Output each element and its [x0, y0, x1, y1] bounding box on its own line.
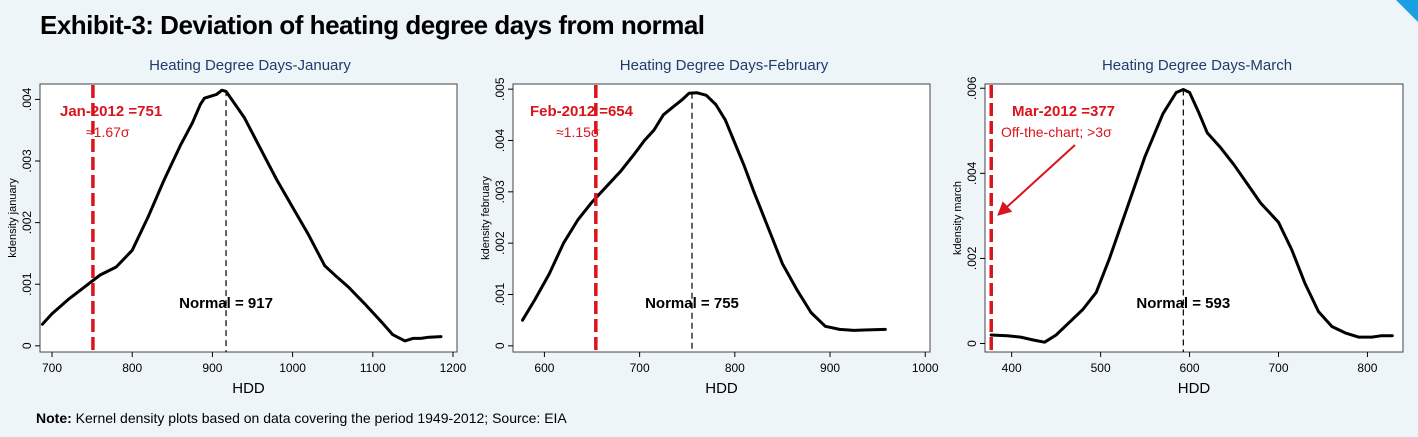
x-tick-label: 600 [534, 361, 554, 375]
density-curve [989, 88, 1394, 344]
y-tick-label: .002 [965, 246, 979, 270]
y-tick-label: .001 [493, 282, 507, 306]
plot-area [512, 83, 931, 353]
y-tick-label: .003 [493, 180, 507, 204]
x-tick-label: 900 [202, 361, 222, 375]
chart-title: Heating Degree Days-March [1102, 57, 1292, 74]
x-tick-label: 400 [1002, 361, 1022, 375]
y-tick-label: .004 [965, 161, 979, 185]
y-tick-label: 0 [965, 340, 979, 347]
normal-label: Normal = 755 [645, 295, 739, 312]
y-tick-label: .002 [493, 231, 507, 255]
y-tick-label: 0 [20, 342, 34, 349]
x-tick-label: 1100 [360, 361, 386, 375]
normal-label: Normal = 593 [1136, 295, 1230, 312]
plot-area [984, 83, 1404, 353]
y-axis-label: kdensity march [952, 181, 964, 255]
x-axis-label: HDD [1178, 380, 1211, 397]
corner-accent-icon [1396, 0, 1418, 22]
x-tick-label: 600 [1180, 361, 1200, 375]
annotation-sigma: Off-the-chart; >3σ [1001, 124, 1112, 140]
x-tick-label: 1200 [440, 361, 467, 375]
x-tick-label: 800 [725, 361, 745, 375]
x-tick-label: 800 [122, 361, 142, 375]
x-tick-label: 1000 [279, 361, 306, 375]
x-tick-label: 700 [1268, 361, 1288, 375]
y-tick-label: 0 [493, 342, 507, 349]
annotation-arrow [997, 144, 1076, 216]
normal-label: Normal = 917 [179, 295, 273, 312]
x-axis-label: HDD [705, 380, 738, 397]
annotation-2012: Mar-2012 =377 [1012, 103, 1115, 120]
chart-january: Heating Degree Days-January 700 800 900 1000… [7, 57, 467, 397]
y-axis-label: kdensity january [7, 178, 19, 258]
chart-march: Heating Degree Days-March 400 500 600 700 800… [952, 57, 1404, 397]
density-curve [521, 91, 887, 332]
note-label: Note: [36, 410, 72, 426]
x-tick-label: 500 [1091, 361, 1111, 375]
x-tick-label: 700 [42, 361, 62, 375]
x-tick-label: 900 [820, 361, 840, 375]
x-tick-label: 1000 [912, 361, 939, 375]
y-tick-label: .001 [20, 272, 34, 296]
x-tick-label: 700 [630, 361, 650, 375]
x-axis-label: HDD [232, 380, 265, 397]
annotation-sigma: ≈1.15σ [556, 124, 600, 140]
y-tick-label: .002 [20, 211, 34, 235]
exhibit-title: Exhibit-3: Deviation of heating degree d… [40, 10, 705, 40]
chart-title: Heating Degree Days-February [620, 57, 829, 74]
charts-area: Heating Degree Days-January 700 800 900 1000… [7, 57, 1404, 397]
annotation-2012: Feb-2012 =654 [530, 103, 634, 120]
y-tick-label: .003 [20, 149, 34, 173]
x-tick-label: 800 [1357, 361, 1377, 375]
y-tick-label: .006 [965, 76, 979, 100]
footnote: Note: Kernel density plots based on data… [36, 410, 567, 426]
chart-title: Heating Degree Days-January [149, 57, 351, 74]
y-axis-label: kdensity february [480, 176, 492, 260]
density-curve [40, 88, 443, 343]
chart-february: Heating Degree Days-February 600 700 800 900… [480, 57, 939, 397]
y-tick-label: .004 [493, 128, 507, 152]
annotation-sigma: ≈1.67σ [86, 124, 130, 140]
note-text: Kernel density plots based on data cover… [75, 410, 567, 426]
y-tick-label: .004 [20, 87, 34, 111]
y-tick-label: .005 [493, 77, 507, 101]
annotation-2012: Jan-2012 =751 [60, 103, 162, 120]
